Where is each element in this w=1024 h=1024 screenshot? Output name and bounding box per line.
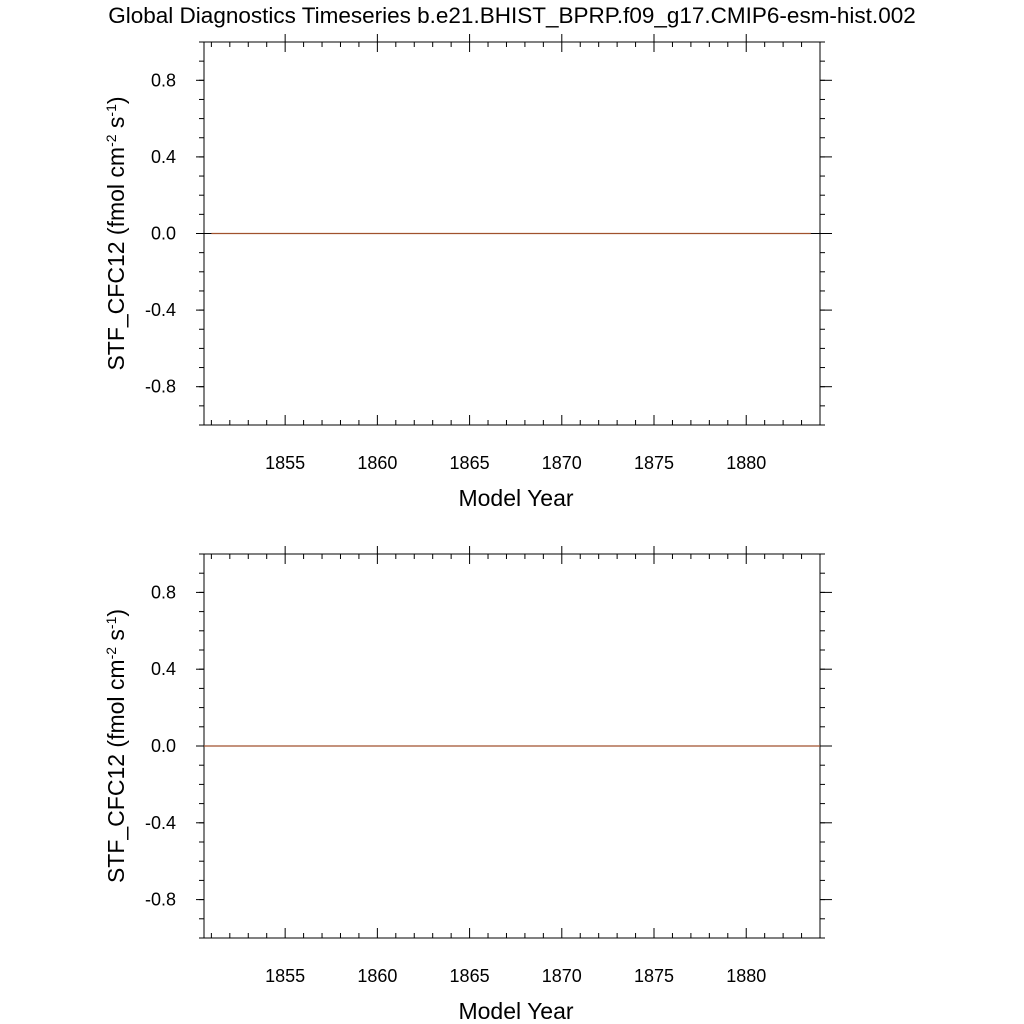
y-tick-label: -0.8 [145, 377, 176, 397]
y-tick-label: -0.8 [145, 890, 176, 910]
x-tick-label: 1855 [265, 453, 305, 473]
x-axis-title: Model Year [458, 998, 573, 1024]
x-tick-label: 1865 [450, 453, 490, 473]
x-tick-label: 1855 [265, 966, 305, 986]
plot-panel-2: 1855 1860 1865 1870 1875 1880 -0.8 -0.4 0.0 0.4 0.… [103, 546, 832, 1024]
y-tick-label: 0.8 [151, 70, 176, 90]
y-tick-label: -0.4 [145, 300, 176, 320]
x-tick-label: 1860 [357, 453, 397, 473]
x-tick-label: 1865 [450, 966, 490, 986]
y-tick-label: 0.8 [151, 582, 176, 602]
x-tick-label: 1875 [634, 966, 674, 986]
x-tick-label: 1860 [357, 966, 397, 986]
y-axis-title: STF_CFC12 (fmol cm-2 s-1) [103, 96, 129, 370]
y-tick-label: 0.4 [151, 147, 176, 167]
y-tick-label: 0.4 [151, 659, 176, 679]
x-tick-label: 1880 [726, 453, 766, 473]
plot-panel-1: 1855 1860 1865 1870 1875 1880 -0.8 -0.4 0.0 0.4 0.… [103, 34, 832, 511]
x-tick-label: 1875 [634, 453, 674, 473]
y-tick-label: -0.4 [145, 813, 176, 833]
y-axis-title: STF_CFC12 (fmol cm-2 s-1) [103, 609, 129, 883]
x-tick-label: 1870 [542, 453, 582, 473]
x-tick-label: 1880 [726, 966, 766, 986]
y-tick-label: 0.0 [151, 224, 176, 244]
chart-title: Global Diagnostics Timeseries b.e21.BHIS… [108, 3, 916, 28]
x-tick-label: 1870 [542, 966, 582, 986]
y-tick-label: 0.0 [151, 736, 176, 756]
x-axis-title: Model Year [458, 485, 573, 511]
